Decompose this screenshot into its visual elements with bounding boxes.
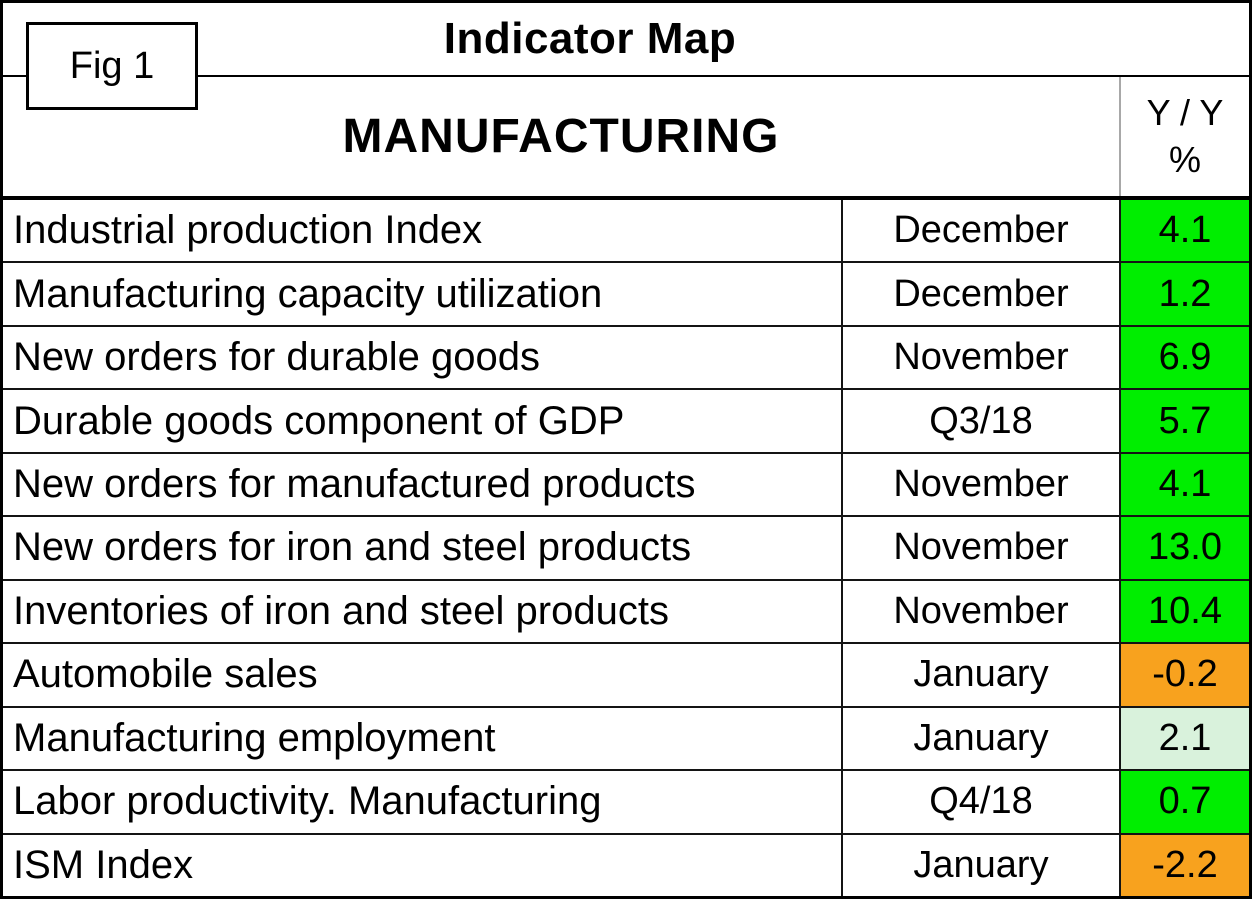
value-cell: 4.1: [1121, 453, 1249, 516]
indicator-name-cell: Inventories of iron and steel products: [3, 580, 843, 643]
value-column-header: Y / Y %: [1119, 77, 1249, 196]
period-cell: November: [843, 580, 1121, 643]
table-row: Manufacturing employment January 2.1: [3, 707, 1249, 772]
table-row: ISM Index January -2.2: [3, 834, 1249, 896]
table-row: Labor productivity. Manufacturing Q4/18 …: [3, 771, 1249, 835]
table-row: Industrial production Index December 4.1: [3, 200, 1249, 264]
period-cell: January: [843, 644, 1121, 706]
indicator-name-cell: Manufacturing employment: [3, 707, 843, 770]
value-cell: 2.1: [1121, 707, 1249, 770]
table-row: New orders for durable goods November 6.…: [3, 326, 1249, 391]
table-row: New orders for manufactured products Nov…: [3, 453, 1249, 518]
table-row: Durable goods component of GDP Q3/18 5.7: [3, 390, 1249, 454]
period-cell: December: [843, 263, 1121, 325]
table-row: New orders for iron and steel products N…: [3, 517, 1249, 581]
section-header-row: MANUFACTURING Y / Y %: [3, 77, 1249, 200]
indicator-name-cell: Durable goods component of GDP: [3, 390, 843, 452]
indicator-name-cell: New orders for durable goods: [3, 326, 843, 389]
period-cell: Q4/18: [843, 771, 1121, 833]
table-row: Manufacturing capacity utilization Decem…: [3, 263, 1249, 327]
section-title: MANUFACTURING: [342, 110, 780, 163]
period-cell: Q3/18: [843, 390, 1121, 452]
value-cell: 1.2: [1121, 263, 1249, 325]
figure-number-box: Fig 1: [26, 22, 198, 110]
indicator-name-cell: Labor productivity. Manufacturing: [3, 771, 843, 833]
value-cell: 13.0: [1121, 517, 1249, 579]
value-cell: -0.2: [1121, 644, 1249, 706]
value-column-header-line2: %: [1168, 138, 1201, 180]
indicator-name-cell: ISM Index: [3, 834, 843, 896]
page-title: Indicator Map: [443, 14, 737, 63]
figure-number-label: Fig 1: [69, 44, 155, 87]
period-cell: January: [843, 834, 1121, 896]
value-cell: 6.9: [1121, 326, 1249, 389]
value-cell: 10.4: [1121, 580, 1249, 643]
table-body: Industrial production Index December 4.1…: [3, 200, 1249, 896]
value-column-header-line1: Y / Y: [1146, 91, 1224, 133]
period-cell: November: [843, 326, 1121, 389]
indicator-name-cell: Automobile sales: [3, 644, 843, 706]
title-cell: Indicator Map: [3, 3, 1117, 75]
period-cell: November: [843, 517, 1121, 579]
value-cell: 4.1: [1121, 200, 1249, 262]
table-row: Automobile sales January -0.2: [3, 644, 1249, 708]
period-cell: December: [843, 200, 1121, 262]
section-header-cell: MANUFACTURING: [3, 77, 1119, 196]
value-cell: 0.7: [1121, 771, 1249, 833]
table-row: Inventories of iron and steel products N…: [3, 580, 1249, 645]
period-cell: January: [843, 707, 1121, 770]
value-cell: -2.2: [1121, 834, 1249, 896]
period-cell: November: [843, 453, 1121, 516]
title-row: Indicator Map: [3, 3, 1249, 77]
indicator-name-cell: Industrial production Index: [3, 200, 843, 262]
value-cell: 5.7: [1121, 390, 1249, 452]
indicator-name-cell: Manufacturing capacity utilization: [3, 263, 843, 325]
indicator-name-cell: New orders for manufactured products: [3, 453, 843, 516]
indicator-name-cell: New orders for iron and steel products: [3, 517, 843, 579]
